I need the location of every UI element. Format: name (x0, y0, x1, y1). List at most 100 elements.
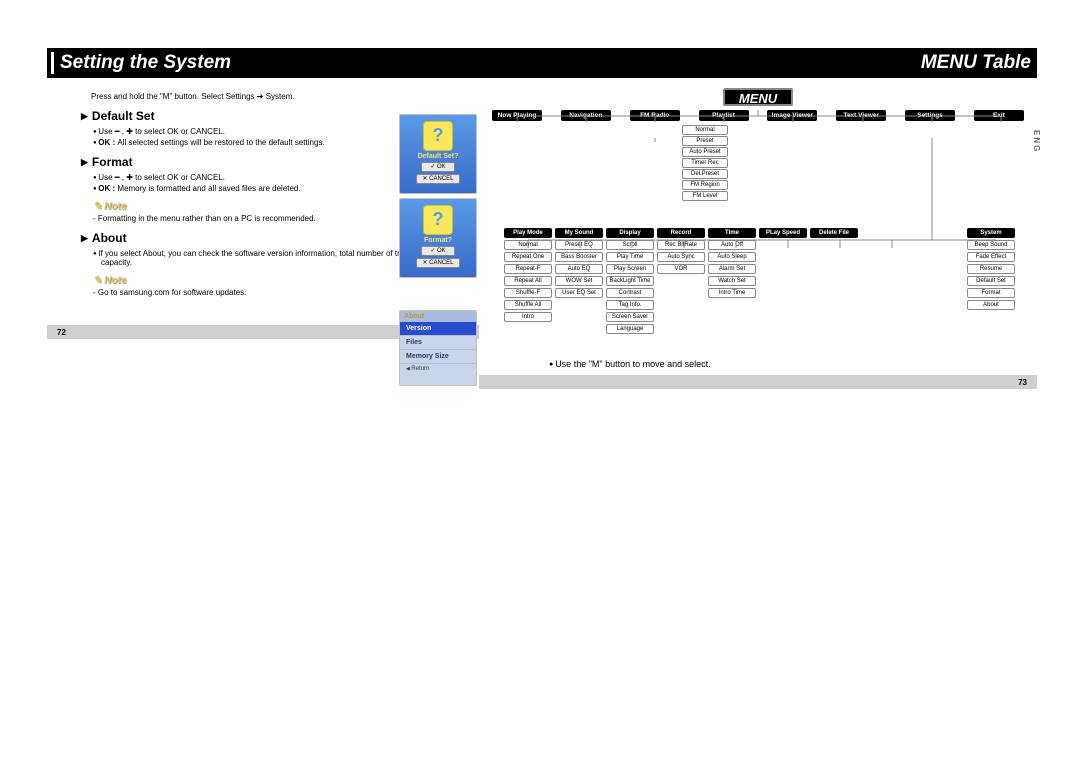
settings-item: Alarm Set (708, 264, 756, 274)
note-2-text: - Go to samsung.com for software updates… (93, 288, 479, 297)
settings-item: Language (606, 324, 654, 334)
fm-item: Preset (682, 136, 728, 146)
settings-item: Rec BitRate (657, 240, 705, 250)
header-bar: Setting the System MENU Table (47, 48, 1037, 78)
settings-item: Auto Sleep (708, 252, 756, 262)
settings-column-header: System (967, 228, 1015, 238)
settings-column: Record Rec BitRate Auto Sync VOR (657, 227, 705, 335)
settings-item: Auto Sync (657, 252, 705, 262)
settings-item: Bass Booster (555, 252, 603, 262)
menu-chip: Playlist (699, 110, 749, 121)
settings-column: DisplayScrollPlay TimePlay ScreenBackLig… (606, 227, 654, 335)
left-page: Press and hold the "M" button. Select Se… (47, 78, 479, 389)
header-left-title: Setting the System (51, 52, 231, 74)
ok-label: OK : (98, 138, 117, 147)
settings-item: Normal (504, 240, 552, 250)
settings-column: My Sound Preset EQ Bass Booster Auto EQ WOW … (555, 227, 603, 335)
settings-item: Format (967, 288, 1015, 298)
page-number-bar-right: 73 (479, 375, 1037, 389)
menu-chip: FM Radio (630, 110, 680, 121)
fm-item: Timer Rec (682, 158, 728, 168)
header-right-title: MENU Table (921, 52, 1037, 74)
ok-label-2: OK : (98, 184, 117, 193)
device-default-set-label: Default Set? (400, 153, 476, 160)
settings-column-header: Time (708, 228, 756, 238)
settings-column: System Beep Sound Fade Effect Resume Default… (967, 227, 1015, 335)
settings-column: Delete File (810, 227, 858, 335)
settings-item: WOW Set (555, 276, 603, 286)
settings-item: Contrast (606, 288, 654, 298)
settings-item: VOR (657, 264, 705, 274)
settings-column-header: Record (657, 228, 705, 238)
settings-item: Resume (967, 264, 1015, 274)
fm-item: Del.Preset (682, 169, 728, 179)
question-icon-2 (423, 205, 453, 235)
menu-tree: Now Playing Navigation FM Radio Playlist Ima… (490, 110, 1026, 335)
settings-item: About (967, 300, 1015, 310)
settings-column: Play Mode Normal Repeat One Repeat-F Repeat … (504, 227, 552, 335)
about-return: Return (400, 364, 476, 374)
device-about: About Version Files Memory Size Return (399, 310, 477, 386)
default-set-bullet-2-text: All selected settings will be restored t… (117, 138, 324, 147)
settings-item: Default Set (967, 276, 1015, 286)
settings-column-header: Play Mode (504, 228, 552, 238)
settings-item: Auto EQ (555, 264, 603, 274)
settings-item: Play Time (606, 252, 654, 262)
footer-note: Use the "M" button to move and select. (549, 359, 1037, 369)
cancel-button-2: ✕ CANCEL (416, 258, 460, 268)
ok-button: ✓ OK (421, 162, 455, 172)
settings-item: Repeat-F (504, 264, 552, 274)
fm-item: FM Level (682, 191, 728, 201)
menu-chip: Exit (974, 110, 1024, 121)
device-format-label: Format? (400, 237, 476, 244)
about-row-memory: Memory Size (400, 350, 476, 364)
about-row-version: Version (400, 322, 476, 336)
menu-chip: Image Viewer (767, 110, 817, 121)
settings-item: Watch Set (708, 276, 756, 286)
device-default-set: Default Set? ✓ OK ✕ CANCEL (399, 114, 477, 194)
settings-item: Fade Effect (967, 252, 1015, 262)
ok-button-2: ✓ OK (421, 246, 455, 256)
menu-chip: Text Viewer (836, 110, 886, 121)
menu-chip: Navigation (561, 110, 611, 121)
settings-item: Scroll (606, 240, 654, 250)
settings-row: Play Mode Normal Repeat One Repeat-F Repeat … (504, 227, 1026, 335)
page-number-left: 72 (47, 328, 76, 337)
settings-item: Tag Info. (606, 300, 654, 310)
device-about-header: About (400, 311, 476, 322)
format-bullet-2-text: Memory is formatted and all saved files … (117, 184, 300, 193)
cancel-button: ✕ CANCEL (416, 174, 460, 184)
fm-item: Normal (682, 125, 728, 135)
language-tab: ENG (1032, 130, 1041, 166)
settings-item: Shuffle-F (504, 288, 552, 298)
settings-column-header: My Sound (555, 228, 603, 238)
settings-item: Beep Sound (967, 240, 1015, 250)
right-page: ENG MENU (479, 78, 1037, 389)
menu-chip: Now Playing (492, 110, 542, 121)
menu-chip: Settings (905, 110, 955, 121)
settings-item: Repeat All (504, 276, 552, 286)
settings-column-header: Delete File (810, 228, 858, 238)
menu-badge: MENU (723, 88, 793, 106)
settings-item: User EQ Set (555, 288, 603, 298)
menu-top-row: Now Playing Navigation FM Radio Playlist Ima… (490, 110, 1026, 121)
fm-radio-column: NormalPresetAuto PresetTimer RecDel.Pres… (682, 125, 1026, 201)
settings-column: TimeAuto OffAuto SleepAlarm SetWatch Set… (708, 227, 756, 335)
settings-item: Intro (504, 312, 552, 322)
settings-column-header: Display (606, 228, 654, 238)
about-row-files: Files (400, 336, 476, 350)
question-icon (423, 121, 453, 151)
settings-item: Screen Saver (606, 312, 654, 322)
fm-item: FM Region (682, 180, 728, 190)
device-format: Format? ✓ OK ✕ CANCEL (399, 198, 477, 278)
settings-item: Preset EQ (555, 240, 603, 250)
settings-item: Shuffle All (504, 300, 552, 310)
page-number-right: 73 (1008, 378, 1037, 387)
fm-item: Auto Preset (682, 147, 728, 157)
settings-item: Play Screen (606, 264, 654, 274)
settings-column: PLay Speed (759, 227, 807, 335)
intro-text: Press and hold the "M" button. Select Se… (91, 92, 479, 101)
settings-column-header: PLay Speed (759, 228, 807, 238)
settings-item: Intro Time (708, 288, 756, 298)
settings-item: Repeat One (504, 252, 552, 262)
